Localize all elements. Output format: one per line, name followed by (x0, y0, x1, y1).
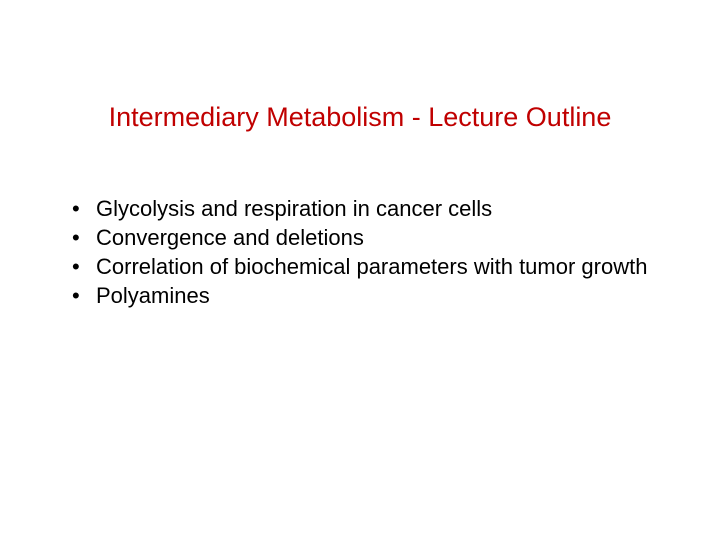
list-item: Correlation of biochemical parameters wi… (70, 253, 660, 281)
list-item: Glycolysis and respiration in cancer cel… (70, 195, 660, 223)
slide-title: Intermediary Metabolism - Lecture Outlin… (0, 102, 720, 133)
slide-container: Intermediary Metabolism - Lecture Outlin… (0, 0, 720, 540)
list-item: Polyamines (70, 282, 660, 310)
list-item: Convergence and deletions (70, 224, 660, 252)
bullet-list: Glycolysis and respiration in cancer cel… (70, 195, 660, 312)
